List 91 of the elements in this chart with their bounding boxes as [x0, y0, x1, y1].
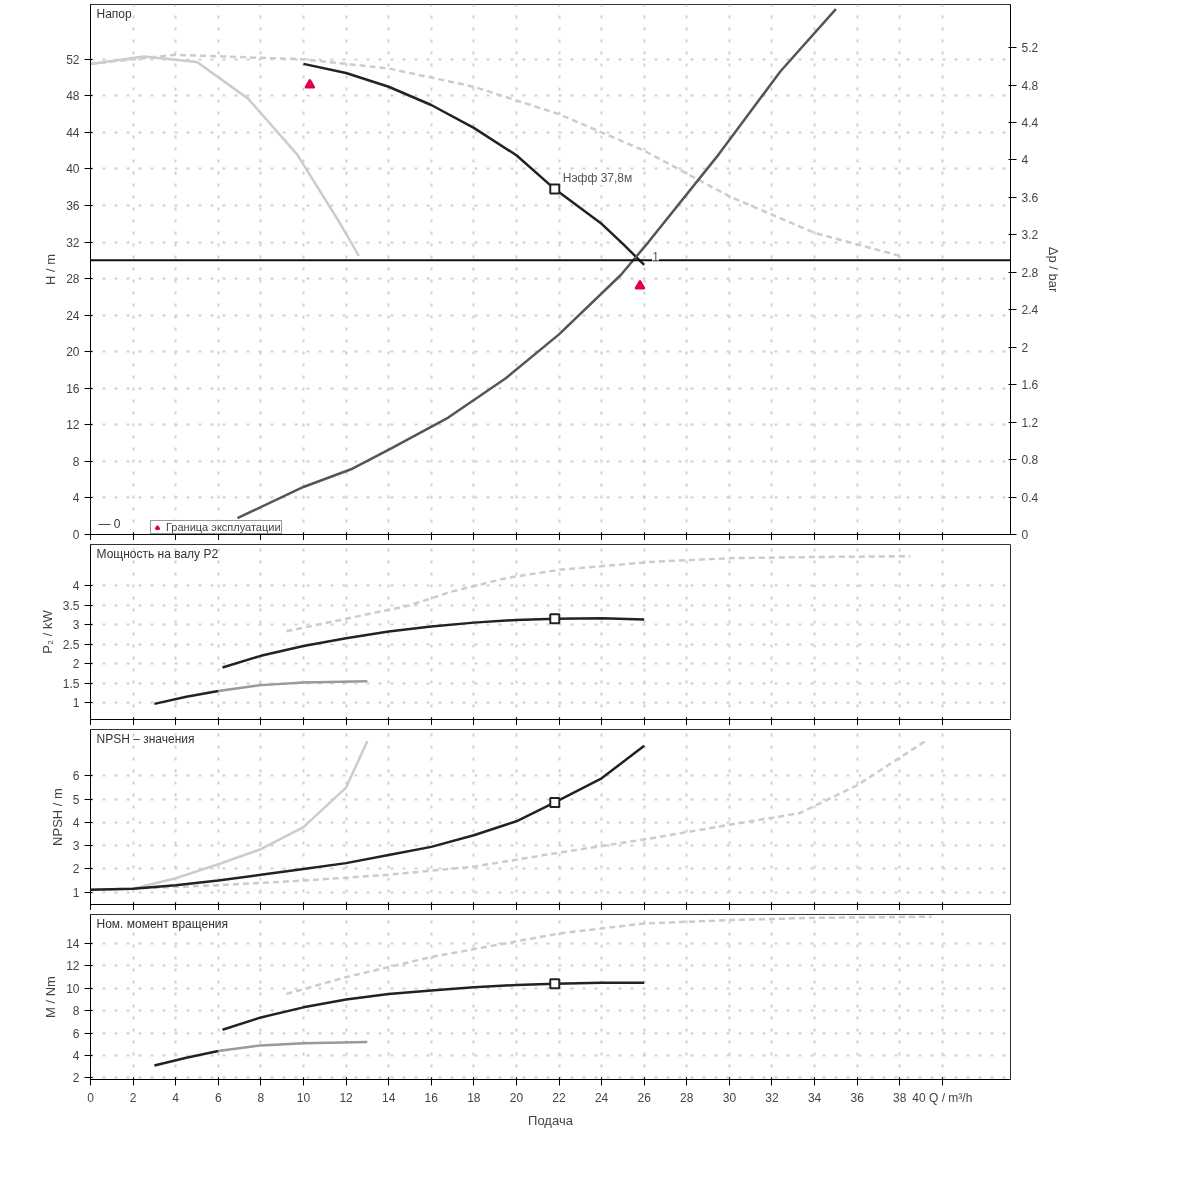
x-tick-label: 32	[765, 1090, 779, 1105]
y-tick-label: 3.5	[62, 598, 80, 613]
line-series	[217, 679, 369, 693]
x-tick-label: 38	[893, 1090, 907, 1105]
x-tick-label: 4	[172, 1090, 180, 1105]
y-tick-label: 48	[66, 89, 80, 104]
legend-label: Граница эксплуатации	[166, 521, 281, 533]
y-tick-label: 8	[72, 454, 80, 469]
x-tick-label: 28	[680, 1090, 694, 1105]
annotation: Нэфф 37,8м	[562, 171, 633, 186]
y-tick-label: 4	[72, 1048, 80, 1063]
chart-title: NPSH – значения	[96, 731, 195, 746]
y-tick-label: 4	[72, 815, 80, 830]
y2-tick-label: 4.8	[1021, 78, 1039, 93]
y-tick-label: 44	[66, 125, 80, 140]
y-tick-label: 0	[72, 528, 80, 542]
y-tick-label: 20	[66, 345, 80, 360]
y2-axis-title: Δp / bar	[1046, 246, 1062, 293]
y-tick-label: 4	[72, 579, 80, 594]
line-series	[302, 62, 646, 267]
y-tick-label: 3	[72, 618, 80, 633]
x-tick-label: 12	[339, 1090, 354, 1105]
point	[634, 279, 646, 290]
y2-tick-label: 0.4	[1021, 490, 1039, 505]
y2-tick-label: 3.2	[1021, 228, 1039, 243]
y2-tick-label: 3.6	[1021, 190, 1039, 205]
y-axis-title: H / m	[43, 253, 59, 286]
y-tick-label: 32	[66, 235, 80, 250]
annotation: 1	[652, 249, 660, 264]
x-tick-label: 20	[509, 1090, 524, 1105]
x-tick-label: 22	[552, 1090, 567, 1105]
x-tick-label: 2	[129, 1090, 137, 1105]
annotation: — 0	[98, 516, 121, 531]
y-tick-label: 1	[72, 885, 80, 900]
y-tick-label: 3	[72, 839, 80, 854]
y-tick-label: 5	[72, 792, 80, 807]
y2-tick-label: 4.4	[1021, 115, 1039, 130]
y-tick-label: 10	[66, 981, 80, 996]
y-tick-label: 1	[72, 696, 80, 711]
point	[549, 183, 561, 195]
chart-title: Ном. момент вращения	[96, 916, 229, 931]
y-tick-label: 1.5	[62, 676, 80, 691]
y2-tick-label: 1.2	[1021, 415, 1039, 430]
y2-tick-label: 0.8	[1021, 453, 1039, 468]
x-tick-label: 30	[722, 1090, 737, 1105]
y-tick-label: 6	[72, 1026, 80, 1041]
x-tick-label: 24	[594, 1090, 609, 1105]
y-tick-label: 2	[72, 1071, 80, 1086]
y-tick-label: 8	[72, 1004, 80, 1019]
y-axis-title: M / Nm	[43, 976, 59, 1018]
y-tick-label: 4	[72, 491, 80, 506]
line-series	[236, 7, 838, 520]
y2-tick-label: 5.2	[1021, 41, 1039, 56]
point	[304, 78, 316, 89]
y2-tick-label: 2	[1021, 340, 1029, 355]
chart-title: Мощность на валу P2	[96, 546, 219, 561]
x-tick-label: 36	[850, 1090, 865, 1105]
line-series	[217, 1040, 369, 1053]
y-tick-label: 16	[66, 381, 80, 396]
y2-tick-label: 2.8	[1021, 265, 1039, 280]
x-tick-label: 6	[214, 1090, 222, 1105]
x-tick-label: 34	[807, 1090, 822, 1105]
x-tick-label: 10	[296, 1090, 311, 1105]
x-tick-label: 0	[87, 1090, 95, 1105]
line-series	[90, 744, 646, 892]
y2-tick-label: 4	[1021, 153, 1029, 168]
x-tick-label: 8	[257, 1090, 265, 1105]
y-tick-label: 14	[66, 937, 80, 952]
y-tick-label: 40	[66, 162, 80, 177]
chart-title: Напор	[96, 6, 133, 21]
y2-tick-label: 0	[1021, 528, 1029, 542]
y-axis-title: P₂ / kW	[39, 609, 55, 654]
y-tick-label: 2	[72, 862, 80, 877]
y2-tick-label: 2.4	[1021, 303, 1039, 318]
y-tick-label: 12	[66, 418, 80, 433]
x-tick-label: 40 Q / m³/h	[912, 1090, 973, 1105]
x-tick-label: 26	[637, 1090, 652, 1105]
y-tick-label: 24	[66, 308, 80, 323]
y-tick-label: 52	[66, 52, 80, 67]
x-tick-label: 18	[467, 1090, 481, 1105]
y-tick-label: 36	[66, 199, 80, 214]
y-tick-label: 6	[72, 769, 80, 784]
y-tick-label: 12	[66, 959, 80, 974]
y2-tick-label: 1.6	[1021, 378, 1039, 393]
y-tick-label: 28	[66, 272, 80, 287]
x-axis-title: Подача	[528, 1112, 574, 1128]
x-tick-label: 14	[381, 1090, 396, 1105]
y-axis-title: NPSH / m	[49, 788, 65, 846]
x-tick-label: 16	[424, 1090, 439, 1105]
y-tick-label: 2.5	[62, 637, 80, 652]
y-tick-label: 2	[72, 657, 80, 672]
